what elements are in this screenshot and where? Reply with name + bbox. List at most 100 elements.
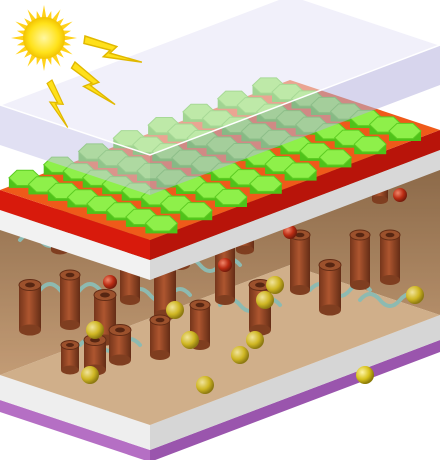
nanotube-hole — [195, 302, 205, 308]
nanotube — [350, 235, 370, 285]
nanotube-hole — [355, 232, 365, 238]
sun-disc — [23, 17, 65, 59]
sun-ray — [15, 21, 29, 31]
red-particle — [218, 258, 232, 272]
crystal — [283, 162, 318, 179]
quantum-dot — [181, 331, 199, 349]
nanotube-hole — [25, 282, 35, 288]
nanotube-end — [60, 320, 80, 330]
sun-ray — [27, 9, 37, 23]
quantum-dot — [266, 276, 284, 294]
quantum-dot — [231, 346, 249, 364]
nanotube-end — [290, 285, 310, 295]
crystal — [318, 149, 353, 166]
sun-ray — [59, 21, 73, 31]
nanotube — [215, 245, 235, 300]
light-bolt — [70, 60, 116, 106]
nanotube-end — [380, 275, 400, 285]
sun-ray — [16, 40, 26, 46]
middle-electrode-front — [0, 210, 150, 280]
interior-wall-front — [0, 230, 150, 425]
sun-ray — [11, 35, 25, 41]
nanotube-end — [372, 196, 388, 204]
quantum-dot — [246, 331, 264, 349]
nanotube-end — [109, 354, 131, 366]
crystal — [179, 202, 213, 219]
nanotube-hole — [66, 343, 74, 347]
nanotube — [84, 340, 106, 370]
sun-ray — [46, 10, 52, 20]
bottom-electrode-side — [150, 315, 440, 450]
red-layer-side — [150, 130, 440, 260]
glass-side — [150, 45, 440, 195]
light-bolt — [83, 35, 143, 63]
red-particle — [393, 188, 407, 202]
nanotube-hole — [155, 317, 165, 323]
nanotube-end — [236, 245, 254, 255]
sun-ray — [41, 5, 47, 19]
nanotube — [319, 265, 341, 310]
sun-ray — [36, 56, 42, 66]
sun-ray — [51, 9, 61, 23]
quantum-dot — [81, 366, 99, 384]
quantum-dot — [356, 366, 374, 384]
quantum-dot — [256, 291, 274, 309]
middle-electrode-side — [150, 150, 440, 280]
red-particle — [283, 225, 297, 239]
sun-ray — [62, 40, 72, 46]
red-layer-front — [0, 190, 150, 260]
crystal — [214, 188, 248, 206]
nanotube-hole — [65, 272, 75, 278]
sun-ray — [36, 10, 42, 20]
nanotube-hole — [115, 327, 125, 333]
quantum-dot — [406, 286, 424, 304]
sun-ray — [59, 45, 73, 55]
crystal — [388, 122, 422, 140]
purple-layer-front — [0, 400, 150, 460]
quantum-dot — [196, 376, 214, 394]
bottom-electrode-front — [0, 375, 150, 450]
nanotube — [109, 330, 131, 360]
nanotube-hole — [255, 282, 265, 288]
crystal — [249, 175, 283, 192]
sun-ray — [15, 45, 29, 55]
nanotube-end — [150, 350, 170, 360]
nanotube-end — [215, 295, 235, 305]
nanotube-end — [350, 280, 370, 290]
nanotube-hole — [100, 292, 110, 298]
nanotube-hole — [385, 232, 395, 238]
sun-ray — [41, 57, 47, 71]
sun-ray — [46, 56, 52, 66]
nanotube-end — [19, 324, 41, 336]
interior-wall-side — [150, 170, 440, 425]
sun-ray — [62, 30, 72, 36]
nanotube — [290, 235, 310, 290]
nanotube-hole — [90, 337, 100, 343]
light-bolt — [46, 79, 69, 128]
sun-ray — [27, 53, 37, 67]
quantum-dot — [86, 321, 104, 339]
glass-front — [0, 105, 150, 195]
nanotube-hole — [295, 232, 305, 238]
nanotube-end — [120, 295, 140, 305]
sun — [11, 5, 77, 71]
nanotube — [150, 320, 170, 355]
nanotube — [380, 235, 400, 280]
quantum-dot — [166, 301, 184, 319]
sun-ray — [63, 35, 77, 41]
nanotube — [61, 345, 79, 370]
nanotube-end — [319, 304, 341, 316]
nanotube-hole — [325, 262, 335, 268]
glass-edge — [0, 0, 443, 156]
red-particle — [103, 275, 117, 289]
crystal — [353, 136, 387, 153]
sun-ray — [51, 53, 61, 67]
crystal — [144, 215, 179, 232]
nanotube-end — [61, 365, 79, 375]
nanotube — [19, 285, 41, 330]
sun-ray — [16, 30, 26, 36]
glass-top — [0, 0, 440, 155]
